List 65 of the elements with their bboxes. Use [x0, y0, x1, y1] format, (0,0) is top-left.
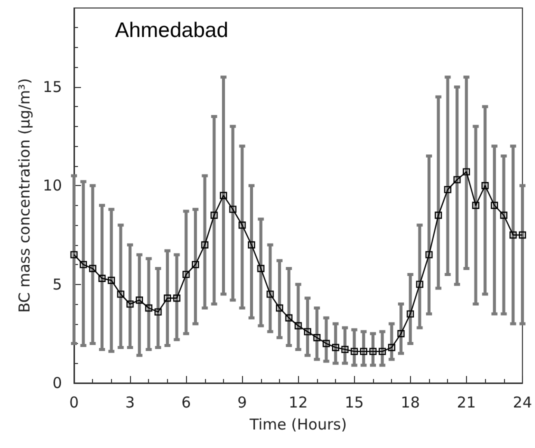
point [154, 308, 162, 316]
point [136, 296, 143, 304]
y-axis-title: BC mass concentration (μg/m³) [16, 78, 34, 313]
x-tick-label: 18 [400, 394, 420, 412]
point [192, 260, 200, 268]
point [388, 344, 396, 352]
x-axis-title: Time (Hours) [248, 416, 347, 434]
annotation: Ahmedabad [115, 19, 228, 42]
y-tick-label: 10 [42, 176, 62, 195]
point [108, 276, 115, 284]
point [322, 340, 330, 348]
point [304, 328, 312, 336]
y-tick-label: 0 [52, 374, 62, 392]
point [70, 251, 78, 258]
point [266, 290, 274, 298]
x-tick-label: 21 [456, 394, 476, 412]
point [500, 212, 508, 219]
point [350, 348, 358, 356]
x-tick-label: 3 [125, 394, 135, 412]
point [462, 168, 470, 176]
point [126, 300, 134, 308]
point [472, 202, 480, 209]
point [257, 264, 264, 272]
point [510, 231, 517, 239]
point [378, 348, 386, 356]
point [238, 222, 246, 229]
point [490, 202, 498, 209]
point [98, 274, 106, 282]
point [434, 212, 442, 219]
point [416, 280, 424, 288]
x-tick-label: 15 [344, 394, 364, 412]
point [332, 344, 340, 352]
point [117, 290, 124, 298]
point [453, 176, 461, 184]
point [481, 182, 489, 190]
point [229, 206, 236, 213]
x-tick-label: 0 [69, 394, 79, 412]
point [406, 310, 414, 318]
point [201, 241, 208, 248]
point [145, 304, 152, 312]
x-tick-label: 9 [237, 394, 247, 412]
x-tick-label: 24 [512, 394, 532, 412]
point [341, 346, 349, 354]
point [285, 314, 292, 322]
point [518, 231, 526, 239]
point [164, 294, 172, 302]
point [444, 186, 452, 194]
point [425, 251, 433, 258]
y-tick-label: 15 [42, 78, 62, 96]
point [80, 260, 87, 268]
point [210, 212, 218, 219]
point [294, 322, 302, 330]
point [276, 304, 284, 312]
point [173, 294, 180, 302]
point [360, 348, 368, 356]
point [369, 348, 377, 356]
x-tick-label: 6 [181, 394, 191, 412]
point [397, 330, 405, 338]
point [182, 270, 190, 278]
point [313, 334, 321, 342]
x-tick-label: 12 [288, 394, 308, 412]
point [248, 241, 256, 248]
point [89, 264, 96, 272]
point [220, 192, 228, 200]
y-tick-label: 5 [52, 275, 62, 294]
